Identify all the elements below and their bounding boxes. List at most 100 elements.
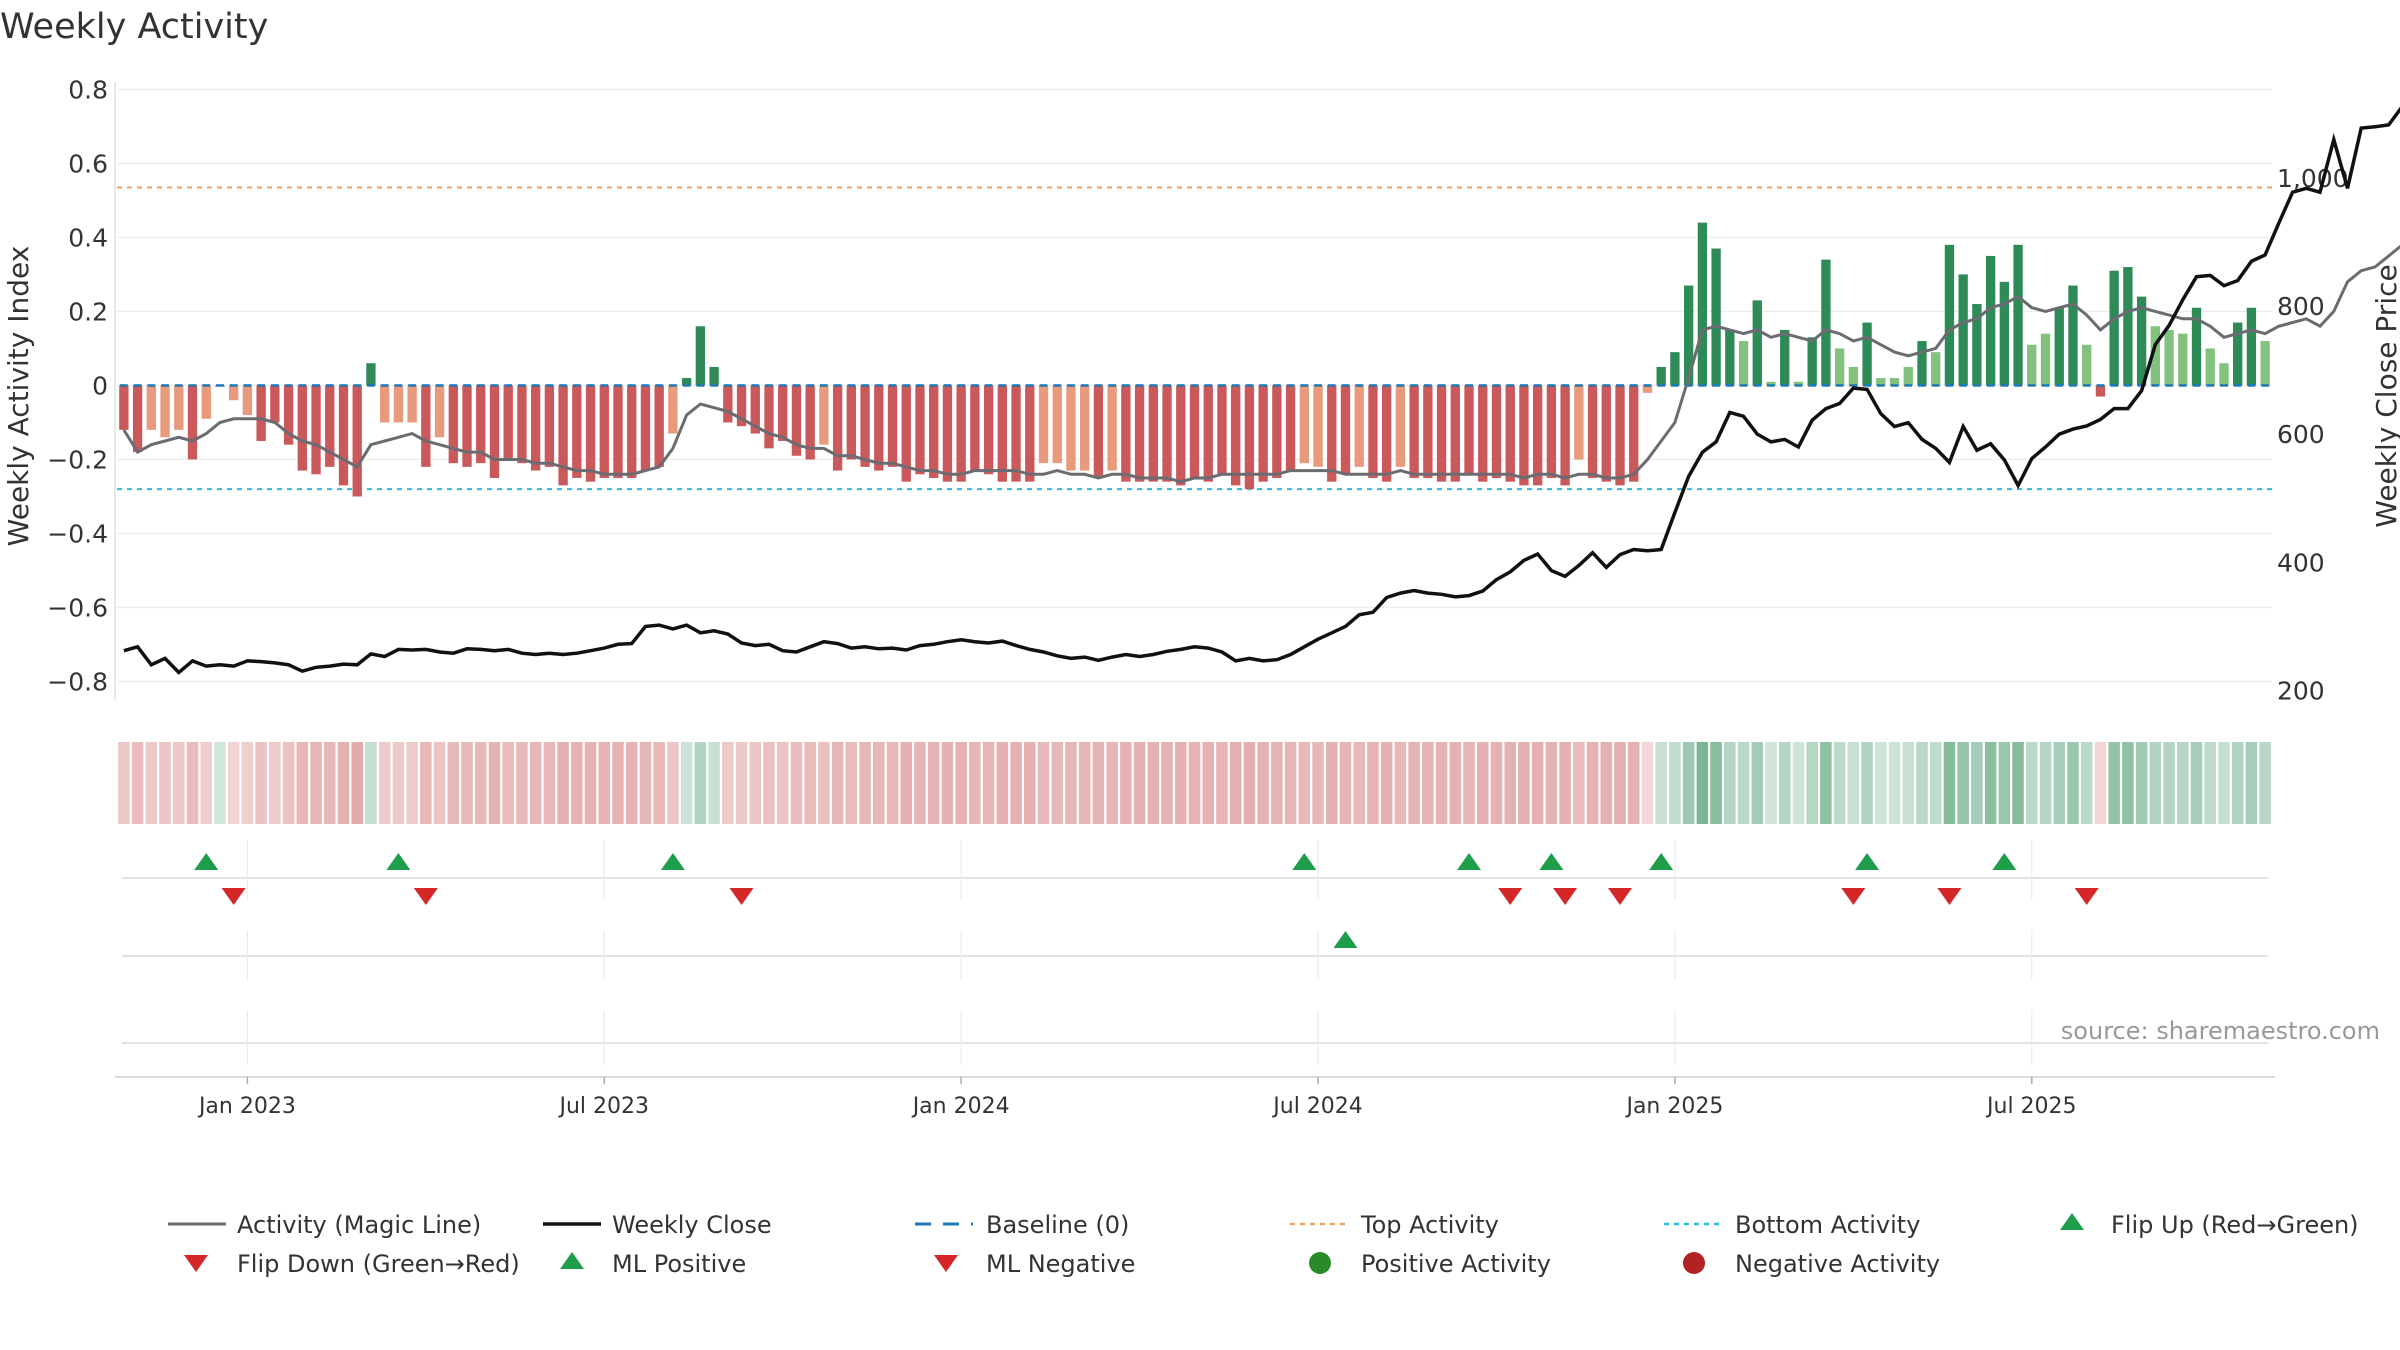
activity-bar	[352, 385, 362, 497]
heat-cell	[1216, 742, 1228, 824]
activity-bar	[1258, 385, 1268, 482]
legend-item-bottom-activity: Bottom Activity	[1664, 1211, 1920, 1239]
activity-bar	[242, 385, 253, 416]
activity-bar	[1121, 385, 1131, 482]
flip-down-marker	[2074, 888, 2099, 905]
heat-cell	[461, 742, 473, 824]
activity-bar	[929, 385, 939, 478]
heat-cell	[1284, 742, 1297, 824]
heat-cell	[214, 742, 226, 824]
heat-cell	[1614, 742, 1626, 824]
activity-bar	[2246, 307, 2257, 386]
activity-bar	[1848, 366, 1859, 386]
heat-cell	[392, 742, 405, 824]
heat-cell	[667, 742, 679, 824]
activity-bar	[283, 385, 294, 445]
heat-cell	[886, 742, 899, 824]
heat-cell	[1463, 742, 1475, 824]
activity-bar	[1876, 378, 1886, 386]
activity-bar	[1574, 385, 1584, 460]
heat-cell	[1339, 742, 1352, 824]
activity-bar	[2109, 270, 2119, 386]
heat-cell	[433, 742, 446, 824]
heat-cell	[598, 742, 611, 824]
heat-cell	[831, 742, 844, 824]
heat-cell	[790, 742, 803, 824]
activity-bar	[1958, 274, 1968, 386]
activity-bar	[1354, 385, 1364, 467]
heat-cell	[1696, 742, 1709, 824]
activity-bar	[1381, 385, 1392, 482]
activity-bar	[462, 385, 472, 467]
heat-cell	[1490, 742, 1503, 824]
heat-cell	[1051, 742, 1064, 824]
y2-tick-label: 1,000	[2277, 164, 2349, 193]
activity-bar	[695, 326, 706, 386]
heat-cell	[557, 742, 569, 824]
activity-bar	[1272, 385, 1282, 478]
heat-cell	[1984, 742, 1997, 824]
flip-down-marker	[221, 888, 246, 905]
legend-label-flip-down: Flip Down (Green→Red)	[237, 1250, 520, 1278]
activity-bar	[1244, 385, 1255, 490]
legend-label-top-activity: Top Activity	[1360, 1211, 1499, 1239]
main-panel: 0.8 0.6 0.4 0.2 0 −0.2 −0.4 −0.6 −0.8 200 400 600 8…	[2, 75, 2400, 705]
activity-bar	[2191, 307, 2202, 386]
heat-cell	[310, 742, 322, 824]
heat-cell	[1669, 742, 1681, 824]
flip-down-marker	[1553, 888, 1578, 905]
activity-bar	[1615, 385, 1625, 486]
heat-cell	[625, 742, 638, 824]
activity-bar	[1999, 281, 2010, 386]
activity-bar	[1436, 385, 1447, 482]
heat-cell	[1202, 742, 1214, 824]
legend-swatch-ml-negative	[934, 1255, 958, 1272]
heat-cell	[708, 742, 720, 824]
activity-bar	[942, 385, 953, 482]
activity-bar	[1450, 385, 1460, 482]
heat-cell	[639, 742, 652, 824]
activity-bar	[970, 385, 980, 471]
heat-cell	[1573, 742, 1585, 824]
flip-up-marker	[1649, 853, 1674, 870]
legend-item-negative-activity: Negative Activity	[1683, 1250, 1940, 1278]
heat-cell	[1971, 742, 1983, 824]
activity-bar	[709, 366, 719, 386]
heat-cell	[378, 742, 391, 824]
heat-cell	[2245, 742, 2258, 824]
heat-cell	[1188, 742, 1201, 824]
activity-bar	[1478, 385, 1488, 482]
activity-bar	[681, 378, 692, 386]
activity-bar	[1725, 329, 1735, 386]
activity-bar	[270, 385, 280, 423]
chart-title: Weekly Activity	[0, 7, 268, 47]
activity-bar	[1944, 244, 1955, 386]
heat-cell	[1065, 742, 1077, 824]
activity-bar	[1025, 385, 1035, 482]
activity-bar	[874, 385, 884, 471]
heat-cell	[2080, 742, 2093, 824]
y-tick-label: −0.6	[47, 593, 108, 622]
activity-bar	[764, 385, 774, 449]
heat-cell	[1806, 742, 1818, 824]
activity-bar	[846, 385, 857, 460]
activity-bar	[1972, 304, 1982, 386]
heat-cell	[447, 742, 460, 824]
heat-cell	[1641, 742, 1654, 824]
heat-cell	[982, 742, 995, 824]
activity-bar	[1231, 385, 1241, 486]
heat-cell	[2122, 742, 2134, 824]
activity-bar	[366, 363, 376, 386]
heat-cell	[1957, 742, 1969, 824]
heat-cell	[1888, 742, 1901, 824]
heat-cell	[2053, 742, 2066, 824]
heat-cell	[1833, 742, 1846, 824]
flip-up-marker	[386, 853, 411, 870]
heat-cell	[2094, 742, 2107, 824]
activity-bar	[599, 385, 609, 478]
heat-cell	[1627, 742, 1640, 824]
y2-tick-label: 400	[2277, 548, 2325, 577]
heat-cell	[2204, 742, 2216, 824]
activity-bar	[1093, 385, 1104, 478]
